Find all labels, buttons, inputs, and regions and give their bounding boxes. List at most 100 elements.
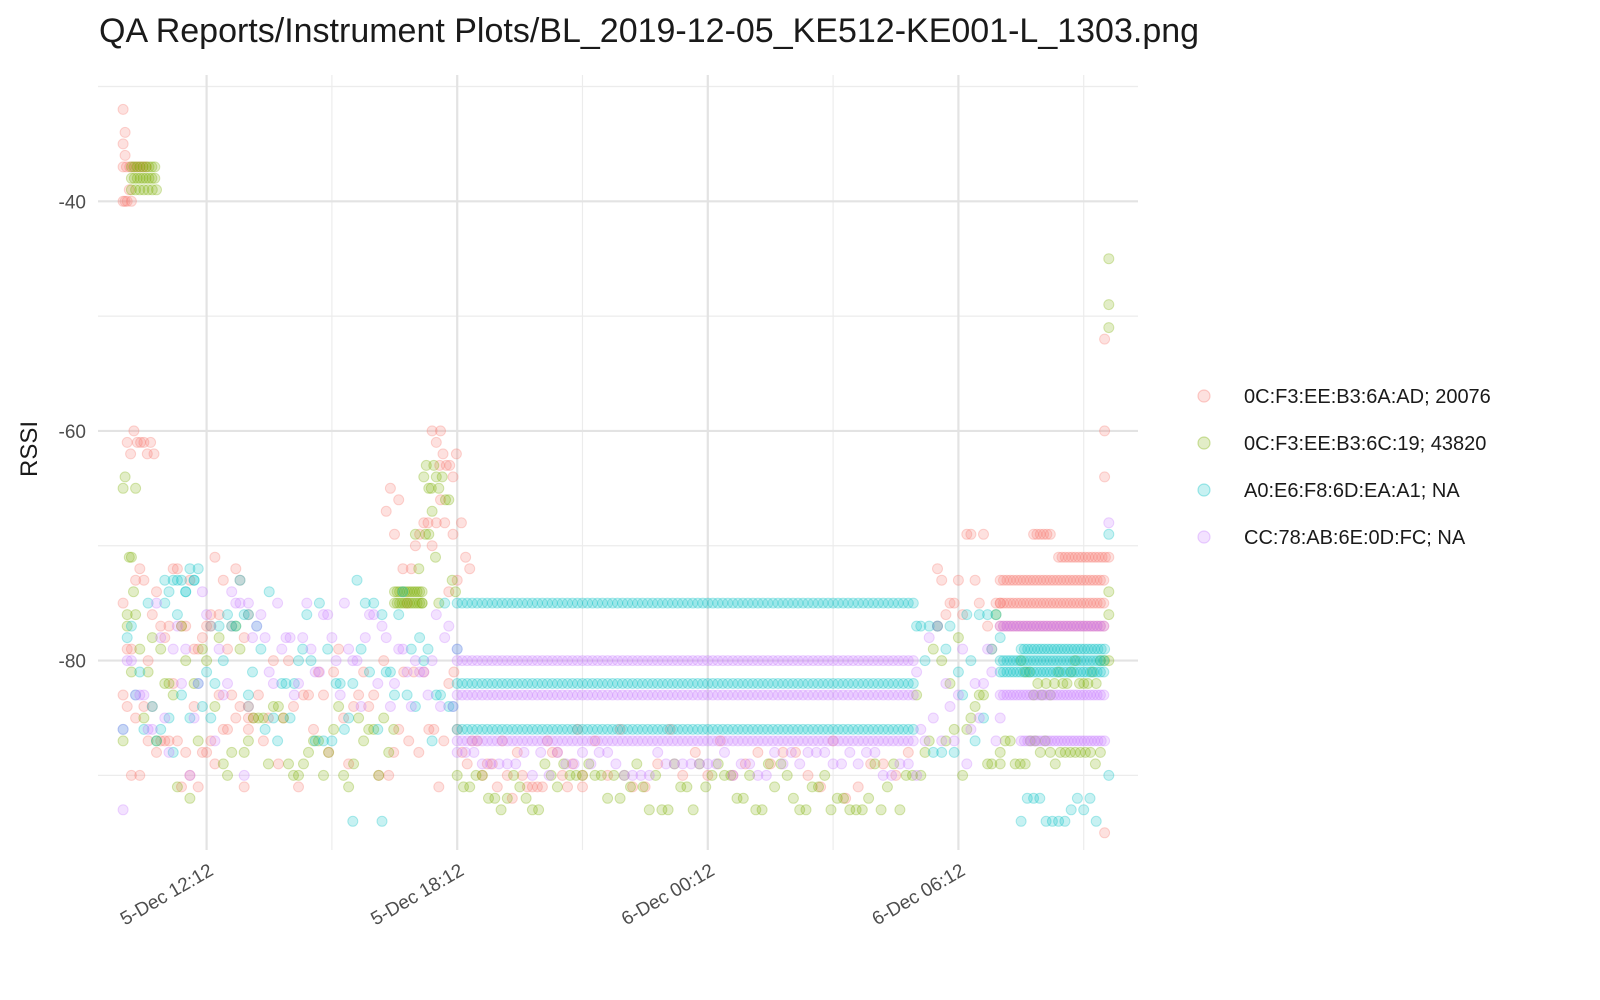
data-point — [1063, 551, 1075, 563]
data-point — [1065, 643, 1077, 655]
data-point — [687, 804, 699, 816]
data-point — [710, 758, 722, 770]
data-point — [416, 597, 428, 609]
data-point — [201, 620, 213, 632]
data-point — [276, 643, 288, 655]
data-point — [394, 586, 406, 598]
data-point — [936, 574, 948, 586]
data-point — [372, 678, 384, 689]
data-point — [155, 620, 167, 632]
data-point — [737, 597, 749, 609]
data-point — [877, 678, 889, 689]
data-point — [409, 540, 421, 552]
data-point — [614, 792, 626, 804]
data-point — [735, 758, 747, 770]
data-point — [205, 712, 217, 724]
data-point — [521, 689, 533, 701]
data-point — [368, 689, 380, 701]
data-point — [401, 689, 413, 701]
data-point — [328, 723, 340, 735]
data-point — [617, 678, 629, 689]
data-point — [832, 723, 844, 735]
data-point — [1076, 551, 1088, 563]
data-point — [546, 689, 558, 701]
data-point — [130, 161, 142, 173]
data-point — [466, 655, 478, 667]
data-point — [1061, 678, 1073, 689]
data-point — [702, 735, 714, 747]
data-point — [461, 655, 473, 667]
data-point — [952, 632, 964, 644]
data-point — [1051, 689, 1063, 701]
data-point — [418, 517, 430, 529]
data-point — [617, 655, 629, 667]
data-point — [769, 781, 781, 793]
data-point — [301, 597, 313, 609]
data-point — [188, 574, 200, 586]
data-point — [1018, 574, 1030, 586]
data-point — [712, 735, 724, 747]
data-point — [1095, 735, 1107, 747]
data-point — [222, 769, 233, 781]
data-point — [568, 758, 580, 770]
data-point — [1065, 735, 1077, 747]
data-point — [944, 678, 956, 689]
data-point — [121, 632, 133, 644]
data-point — [257, 735, 269, 747]
data-point — [398, 666, 410, 678]
data-point — [383, 769, 395, 781]
data-point — [1048, 574, 1060, 586]
data-point — [451, 735, 463, 747]
data-point — [125, 769, 137, 781]
data-point — [491, 781, 503, 793]
data-point — [1041, 574, 1053, 586]
data-point — [151, 184, 162, 196]
data-point — [902, 655, 914, 667]
data-point — [196, 586, 208, 598]
data-point — [255, 643, 267, 655]
data-point — [247, 712, 259, 724]
data-point — [1058, 620, 1070, 632]
data-point — [262, 712, 274, 724]
data-point — [1083, 551, 1095, 563]
data-point — [205, 609, 217, 621]
data-point — [201, 666, 213, 678]
data-point — [267, 701, 279, 712]
data-point — [205, 620, 217, 632]
data-point — [435, 701, 446, 712]
data-point — [627, 689, 639, 701]
data-point — [719, 746, 730, 758]
data-point — [347, 655, 359, 667]
data-point — [632, 723, 644, 735]
data-point — [1054, 666, 1066, 678]
data-point — [226, 620, 238, 632]
data-point — [794, 758, 806, 770]
data-point — [897, 689, 909, 701]
data-point — [1061, 620, 1073, 632]
data-point — [1084, 597, 1096, 609]
data-point — [420, 459, 432, 471]
data-point — [792, 597, 804, 609]
data-point — [234, 643, 246, 655]
data-point — [973, 712, 985, 724]
data-point — [802, 689, 814, 701]
data-point — [1071, 620, 1083, 632]
data-point — [130, 609, 142, 621]
data-point — [1074, 655, 1086, 667]
data-point — [902, 735, 914, 747]
data-point — [731, 792, 743, 804]
data-point — [516, 735, 528, 747]
data-point — [1064, 666, 1076, 678]
data-point — [430, 436, 442, 448]
data-point — [1081, 666, 1093, 678]
data-point — [384, 666, 396, 678]
data-point — [577, 769, 588, 781]
data-point — [483, 792, 494, 804]
data-point — [1024, 620, 1036, 632]
data-point — [687, 689, 699, 701]
data-point — [1094, 655, 1106, 667]
data-point — [263, 666, 275, 678]
data-point — [932, 620, 943, 632]
data-point — [872, 678, 884, 689]
data-point — [1040, 678, 1052, 689]
